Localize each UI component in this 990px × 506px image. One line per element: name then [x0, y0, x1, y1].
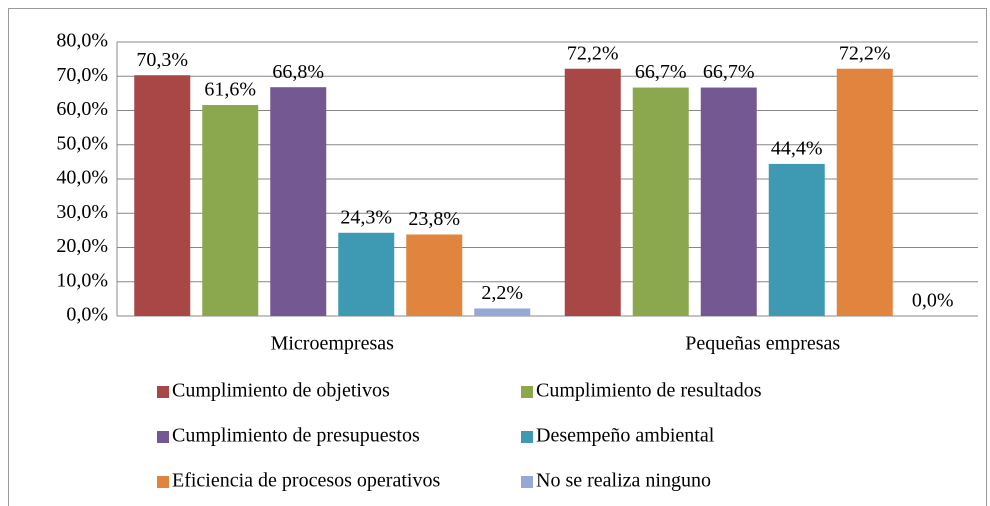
- chart-frame: [8, 8, 987, 506]
- legend-label: Cumplimiento de resultados: [536, 380, 762, 402]
- data-label: 0,0%: [912, 290, 954, 312]
- legend-label: No se realiza ninguno: [536, 470, 711, 492]
- legend-swatch: [157, 476, 169, 488]
- x-tick-label: Microempresas: [271, 333, 395, 355]
- y-tick-label: 0,0%: [66, 304, 108, 326]
- bar: [338, 232, 395, 316]
- data-label: 2,2%: [481, 282, 523, 304]
- y-tick-label: 80,0%: [56, 30, 108, 52]
- data-label: 61,6%: [204, 79, 256, 101]
- legend-label: Eficiencia de procesos operativos: [172, 470, 440, 492]
- data-label: 44,4%: [771, 138, 823, 160]
- y-tick-label: 60,0%: [56, 98, 108, 120]
- y-tick-label: 30,0%: [56, 201, 108, 223]
- bar: [270, 87, 327, 317]
- data-label: 66,7%: [635, 61, 687, 83]
- bar: [700, 87, 757, 317]
- bar: [406, 234, 463, 316]
- data-label: 70,3%: [136, 49, 188, 71]
- bar: [202, 105, 259, 317]
- legend-swatch: [521, 386, 533, 398]
- data-label: 72,2%: [567, 42, 619, 64]
- legend-swatch: [521, 476, 533, 488]
- y-tick-label: 10,0%: [56, 269, 108, 291]
- bar: [632, 87, 689, 317]
- y-tick-label: 20,0%: [56, 235, 108, 257]
- legend-label: Cumplimiento de objetivos: [172, 380, 390, 402]
- y-tick-label: 50,0%: [56, 132, 108, 154]
- bar: [564, 68, 621, 316]
- bar: [836, 68, 893, 316]
- data-label: 72,2%: [839, 42, 891, 64]
- data-label: 66,7%: [703, 61, 755, 83]
- data-label: 66,8%: [272, 61, 324, 83]
- data-label: 24,3%: [340, 206, 392, 228]
- legend-swatch: [157, 431, 169, 443]
- legend-swatch: [157, 386, 169, 398]
- y-tick-label: 70,0%: [56, 64, 108, 86]
- legend-label: Cumplimiento de presupuestos: [172, 425, 420, 447]
- legend-swatch: [521, 431, 533, 443]
- bar: [474, 308, 531, 316]
- legend-label: Desempeño ambiental: [536, 425, 715, 447]
- y-tick-label: 40,0%: [56, 167, 108, 189]
- bar: [134, 75, 191, 316]
- data-label: 23,8%: [408, 208, 460, 230]
- bar: [768, 163, 825, 316]
- x-tick-label: Pequeñas empresas: [685, 333, 840, 355]
